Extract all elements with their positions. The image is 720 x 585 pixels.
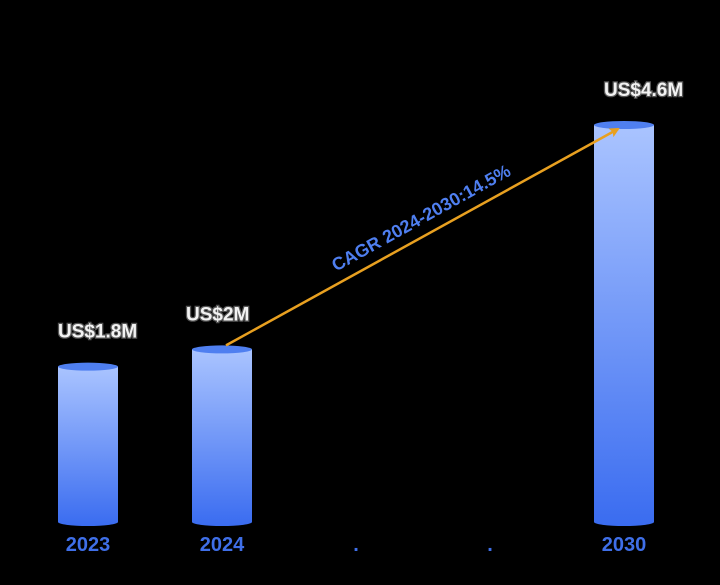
bar-2024 bbox=[192, 345, 252, 526]
value-label-2030: US$4.6M bbox=[604, 80, 683, 101]
cagr-arrow bbox=[225, 127, 620, 347]
category-label: 2023 bbox=[66, 534, 111, 556]
cagr-annotation: CAGR 2024-2030:14.5% bbox=[225, 127, 620, 347]
value-label-2024: US$2M bbox=[186, 304, 249, 325]
category-label: 2024 bbox=[200, 534, 245, 556]
labels-layer: US$1.8M 2023 US$2M 2024. . US$4.6M 2030 bbox=[57, 79, 685, 556]
bar-2023 bbox=[58, 362, 118, 526]
bar-cap bbox=[58, 362, 118, 371]
bars-layer bbox=[58, 121, 654, 526]
category-label: . bbox=[487, 534, 493, 556]
bar-cap bbox=[192, 345, 252, 354]
cagr-label: CAGR 2024-2030:14.5% bbox=[328, 161, 514, 276]
bar-cap bbox=[594, 121, 654, 129]
value-label-2023: US$1.8M bbox=[58, 322, 137, 343]
bar-body bbox=[192, 349, 252, 526]
category-label: 2030 bbox=[602, 534, 647, 556]
bar-2030 bbox=[594, 121, 654, 526]
category-label: . bbox=[353, 534, 359, 556]
bar-body bbox=[58, 366, 118, 526]
bar-body bbox=[594, 125, 654, 526]
